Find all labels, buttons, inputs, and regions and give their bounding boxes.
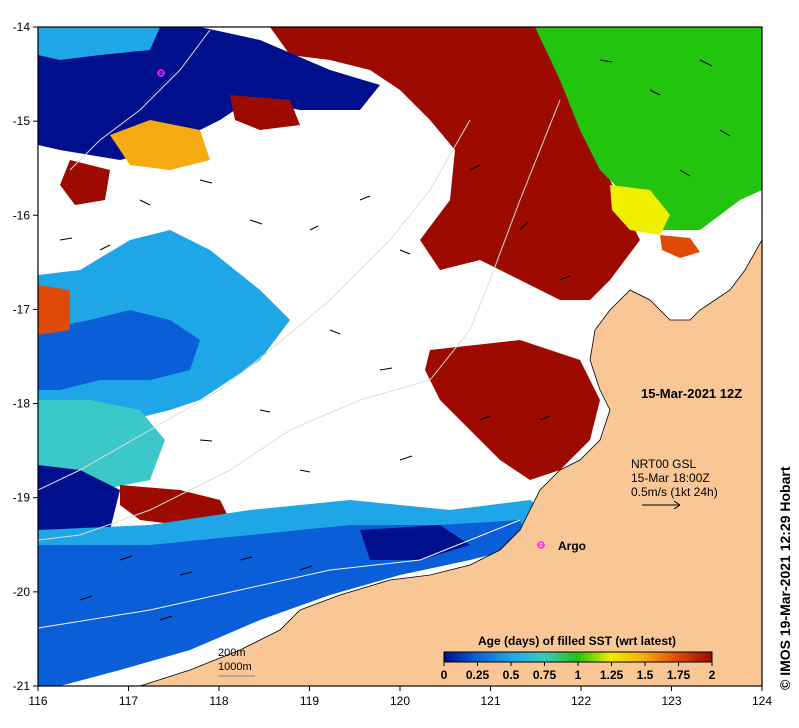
isobath-200m-label: 200m (218, 647, 246, 659)
x-tick-label-6: 122 (571, 694, 591, 708)
colorbar-gradient (443, 651, 713, 663)
age-region-1-75-west (38, 285, 70, 335)
age-region-0-5-nw (38, 27, 160, 60)
isobath-contours (38, 29, 561, 629)
x-tick-label-7: 123 (661, 694, 681, 708)
colorbar-tick-label-8: 2 (709, 668, 716, 682)
credit-text: © IMOS 19-Mar-2021 12:29 Hobart (777, 466, 793, 690)
age-region-2-nw-2 (230, 95, 300, 130)
land-mass (139, 239, 762, 686)
y-tick-label-3: -17 (13, 302, 31, 316)
colorbar-title: Age (days) of filled SST (wrt latest) (478, 634, 676, 648)
colorbar-tick-label-6: 1.5 (637, 668, 654, 682)
colorbar-tick-label-4: 1 (575, 668, 582, 682)
colorbar-ticks: 0 0.25 0.5 0.75 1 1.25 1.5 1.75 2 (441, 662, 716, 682)
age-region-2-sw (120, 485, 230, 525)
current-info-line1: NRT00 GSL (631, 457, 696, 471)
colorbar-tick-label-5: 1.25 (600, 668, 624, 682)
y-tick-label-2: -16 (13, 208, 31, 222)
plot-area (38, 27, 762, 686)
y-axis-ticks: -14 -15 -16 -17 -18 -19 -20 -21 (13, 20, 38, 693)
y-tick-label-0: -14 (13, 20, 31, 34)
x-tick-label-2: 118 (209, 694, 228, 708)
age-region-1-75-ne (660, 235, 700, 258)
isobath-1000m-label: 1000m (218, 661, 252, 673)
y-tick-label-4: -18 (13, 397, 31, 411)
argo-marker-2 (537, 541, 545, 549)
y-tick-label-1: -15 (13, 114, 31, 128)
age-region-1-ne (535, 27, 762, 230)
argo-marker-1 (157, 69, 165, 77)
current-scale-arrow (642, 500, 681, 510)
x-tick-label-8: 124 (752, 694, 772, 708)
argo-label: Argo (558, 539, 586, 553)
current-vectors (59, 59, 731, 621)
age-region-0-nw (38, 27, 380, 160)
x-tick-label-0: 116 (28, 694, 47, 708)
age-region-2-north (270, 27, 640, 300)
age-region-1-5-nw (110, 120, 210, 170)
date-label: 15-Mar-2021 12Z (641, 386, 742, 401)
x-tick-label-1: 117 (119, 694, 138, 708)
x-axis-ticks: 116 117 118 119 120 121 122 123 124 (28, 686, 772, 708)
colorbar-tick-label-1: 0.25 (466, 668, 490, 682)
age-region-0-75-west (38, 400, 165, 490)
colorbar-tick-label-7: 1.75 (667, 668, 691, 682)
age-region-2-west (60, 160, 110, 205)
x-tick-label-5: 121 (480, 694, 500, 708)
y-tick-label-5: -19 (13, 491, 31, 505)
y-tick-label-7: -21 (13, 679, 31, 693)
age-region-0-sw (38, 465, 120, 545)
x-tick-label-4: 120 (390, 694, 410, 708)
colorbar-tick-label-0: 0 (441, 668, 448, 682)
colorbar-tick-label-2: 0.5 (503, 668, 520, 682)
age-region-0-25-west (38, 310, 200, 390)
y-tick-label-6: -20 (13, 585, 31, 599)
current-info-line3: 0.5m/s (1kt 24h) (631, 485, 718, 499)
age-region-1-25-ne (610, 185, 670, 235)
x-tick-label-3: 119 (300, 694, 319, 708)
current-info-line2: 15-Mar 18:00Z (631, 471, 710, 485)
age-region-2-east (425, 340, 600, 480)
colorbar-tick-label-3: 0.75 (533, 668, 557, 682)
